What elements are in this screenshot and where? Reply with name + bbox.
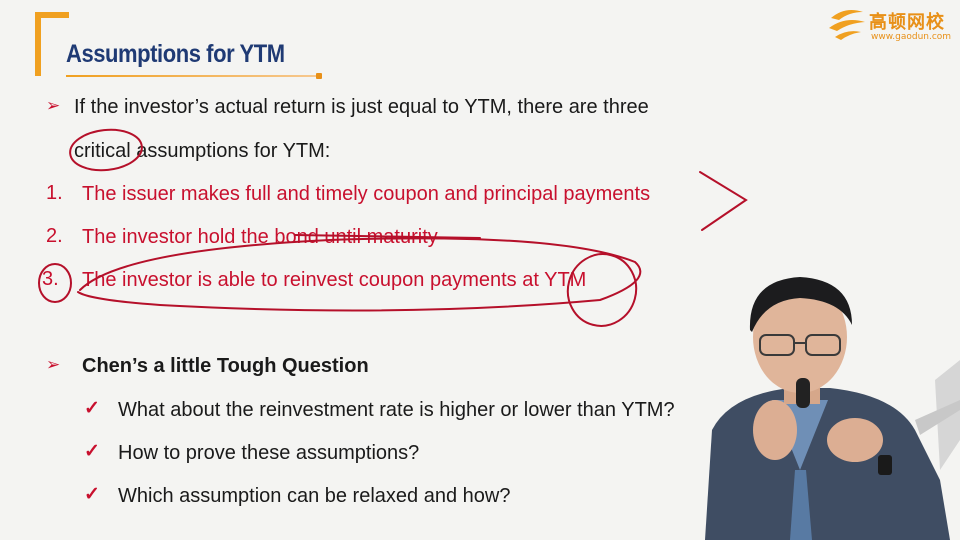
logo-name: 高顿网校 — [869, 12, 945, 33]
gaodun-logo-icon — [829, 10, 865, 40]
checkmark-icon: ✓ — [84, 484, 100, 505]
bullet-arrow-icon: ➢ — [46, 355, 61, 374]
bullet-arrow-icon: ➢ — [46, 96, 61, 115]
gaodun-logo: 高顿网校 www.gaodun.com — [827, 4, 952, 44]
title-underline — [66, 75, 320, 77]
assumption-number-1: 1. — [46, 182, 63, 204]
logo-url: www.gaodun.com — [871, 32, 952, 42]
question-1: What about the reinvestment rate is high… — [118, 399, 675, 421]
checkmark-icon: ✓ — [84, 398, 100, 419]
assumption-number-2: 2. — [46, 225, 63, 247]
title-underline-dot — [316, 73, 322, 79]
checkmark-icon: ✓ — [84, 441, 100, 462]
slide-title: Assumptions for YTM — [66, 40, 285, 68]
question-3: Which assumption can be relaxed and how? — [118, 485, 511, 507]
intro-line-1: If the investor’s actual return is just … — [74, 96, 649, 118]
assumption-1: The issuer makes full and timely coupon … — [82, 183, 651, 205]
question-2: How to prove these assumptions? — [118, 442, 420, 464]
title-frame-corner — [35, 12, 69, 76]
question-heading: Chen’s a little Tough Question — [82, 355, 369, 377]
